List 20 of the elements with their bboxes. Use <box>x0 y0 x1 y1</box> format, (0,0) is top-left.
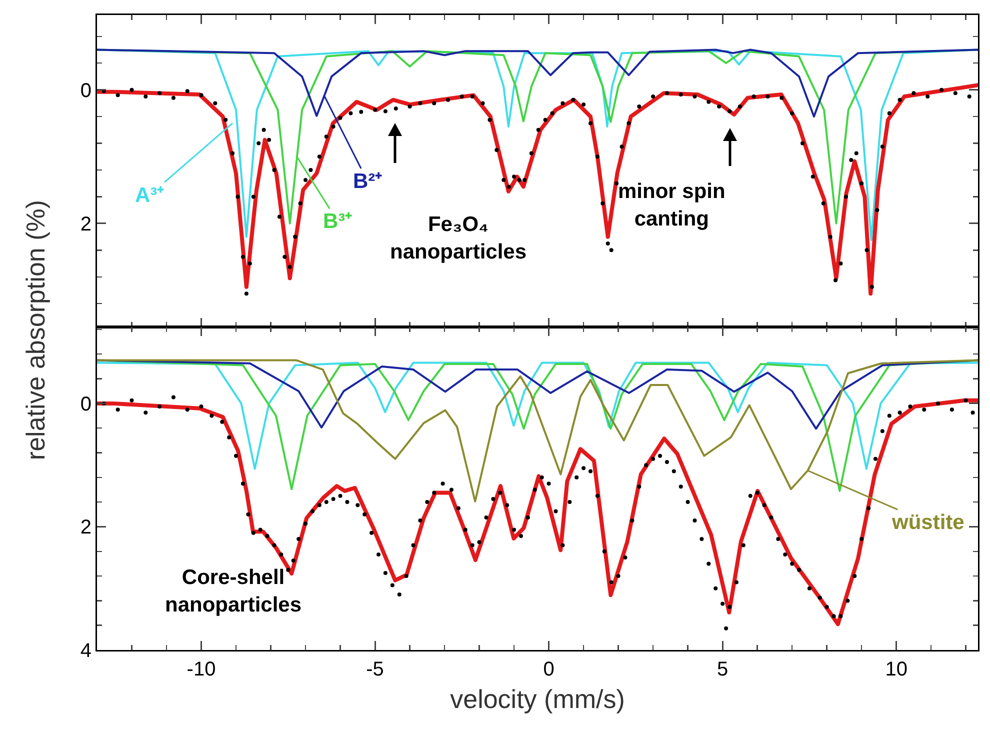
annotation: minor spin canting <box>618 180 726 230</box>
y-tick-label: 0 <box>80 80 92 102</box>
y-tick-label: 0 <box>80 393 92 416</box>
annotation: Fe₃O₄ nanoparticles <box>390 213 527 264</box>
annotation: wüstite <box>891 511 964 534</box>
x-tick-label: -5 <box>366 658 384 680</box>
annotation: B²⁺ <box>353 170 382 193</box>
annotation: A³⁺ <box>135 184 164 207</box>
y-tick-label: 4 <box>80 640 92 662</box>
y-tick-label: 2 <box>80 213 92 236</box>
y-tick-label: 2 <box>80 516 92 539</box>
annotation: B³⁺ <box>323 210 352 233</box>
x-tick-label: 5 <box>716 658 728 680</box>
y-axis-title: relative absorption (%) <box>20 200 52 460</box>
line-series <box>97 362 978 470</box>
annotation: Core-shell nanoparticles <box>165 566 302 616</box>
x-tick-label: 0 <box>543 658 554 680</box>
x-tick-label: -10 <box>186 658 216 680</box>
x-tick-label: 10 <box>885 658 908 680</box>
x-axis-title: velocity (mm/s) <box>450 684 625 714</box>
